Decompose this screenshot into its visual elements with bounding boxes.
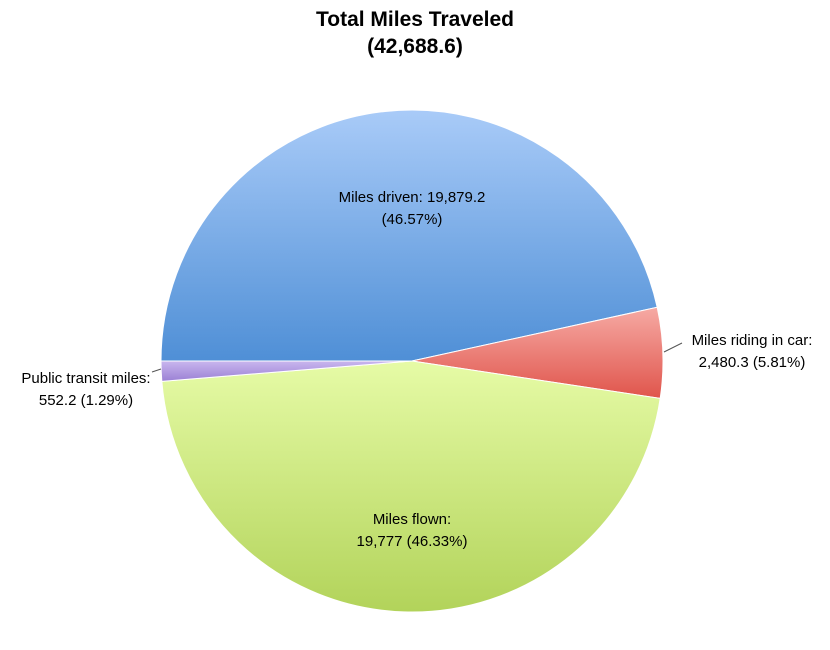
slice-public-transit-label: Public transit miles: 552.2 (1.29%) (21, 370, 150, 409)
chart-subtitle-text: (42,688.6) (367, 35, 463, 58)
slice-miles-riding-in-car-leader-line (663, 342, 683, 353)
slice-public-transit-leader-line (151, 368, 162, 373)
chart-title-text: Total Miles Traveled (315, 8, 514, 31)
slice-miles-driven-label: Miles driven: 19,879.2 (46.57%) (339, 189, 486, 228)
slice-miles-riding-in-car-label: Miles riding in car: 2,480.3 (5.81%) (692, 332, 813, 371)
chart-title: Total Miles Traveled (42,688.6) (0, 6, 830, 60)
slice-miles-driven (160, 109, 658, 362)
slice-public-transit (160, 360, 413, 382)
slice-miles-flown (161, 360, 661, 613)
slice-miles-flown-label: Miles flown: 19,777 (46.33%) (357, 511, 468, 550)
